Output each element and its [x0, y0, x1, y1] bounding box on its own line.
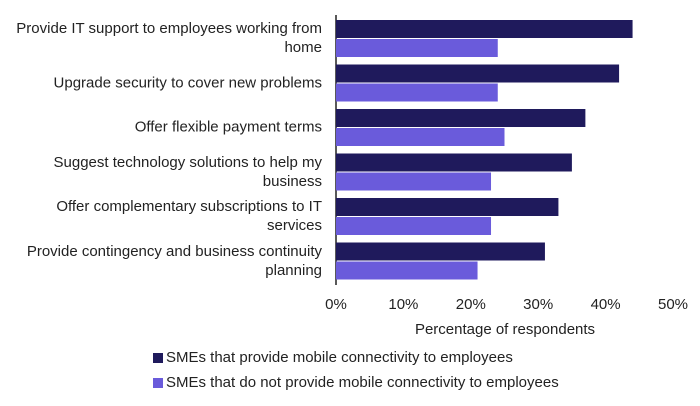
bar — [336, 20, 633, 38]
bar — [336, 83, 498, 102]
x-axis-title: Percentage of respondents — [415, 321, 595, 338]
bar — [336, 128, 505, 146]
legend-swatch — [153, 378, 163, 388]
category-label: Upgrade security to cover new problems — [53, 74, 322, 91]
x-tick-label: 50% — [658, 296, 688, 313]
bar — [336, 198, 559, 216]
legend-label: SMEs that do not provide mobile connecti… — [166, 374, 559, 391]
bar — [336, 39, 498, 57]
bar — [336, 261, 478, 280]
category-label: Provide IT support to employees working … — [16, 20, 322, 56]
bar — [336, 172, 492, 191]
bar — [336, 242, 545, 261]
legend-label: SMEs that provide mobile connectivity to… — [166, 349, 513, 366]
x-tick-label: 40% — [591, 296, 621, 313]
category-label: Offer flexible payment terms — [134, 118, 322, 136]
bar — [336, 217, 492, 235]
bar — [336, 64, 620, 83]
category-label: Offer complementary subscriptions to IT … — [56, 198, 322, 234]
legend-swatch — [153, 353, 163, 363]
bar — [336, 109, 586, 127]
category-label: Provide contingency and business continu… — [26, 242, 322, 279]
x-tick-label: 20% — [456, 296, 486, 313]
bar — [336, 153, 572, 172]
category-label: Suggest technology solutions to help my … — [53, 153, 323, 190]
x-tick-label: 10% — [388, 296, 418, 313]
x-tick-label: 30% — [523, 296, 553, 313]
x-tick-label: 0% — [325, 296, 347, 313]
